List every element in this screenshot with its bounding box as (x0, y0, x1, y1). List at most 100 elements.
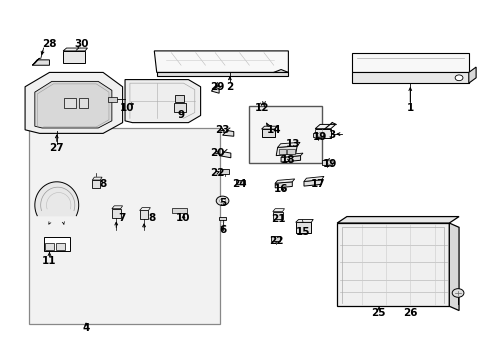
Polygon shape (25, 72, 122, 134)
Text: 11: 11 (42, 256, 57, 266)
Text: 23: 23 (215, 125, 229, 135)
Circle shape (451, 289, 463, 297)
Polygon shape (275, 179, 294, 183)
Text: 6: 6 (219, 225, 226, 235)
Bar (315, 129, 330, 138)
Bar (312, 133, 323, 137)
Bar (112, 209, 121, 218)
Bar (45, 243, 54, 250)
Text: 9: 9 (177, 111, 184, 121)
Polygon shape (261, 126, 277, 129)
Polygon shape (125, 80, 200, 123)
Bar (175, 95, 183, 102)
Bar (219, 217, 225, 220)
Text: 28: 28 (42, 39, 57, 49)
Polygon shape (448, 223, 458, 311)
Polygon shape (222, 131, 233, 136)
Bar (261, 129, 275, 137)
Bar (321, 160, 331, 165)
Text: 24: 24 (232, 179, 246, 189)
Polygon shape (295, 220, 313, 222)
Bar (220, 169, 228, 174)
Text: 19: 19 (322, 159, 336, 169)
Bar (295, 222, 311, 233)
Polygon shape (219, 152, 230, 158)
Text: 17: 17 (310, 179, 325, 189)
Circle shape (454, 75, 462, 81)
Text: 10: 10 (120, 103, 135, 113)
Polygon shape (336, 217, 458, 223)
Bar (271, 236, 280, 241)
Bar (249, 106, 321, 163)
Text: 21: 21 (271, 215, 285, 224)
Bar (92, 180, 100, 188)
Circle shape (216, 196, 228, 206)
Text: 10: 10 (176, 213, 190, 222)
Bar (173, 103, 185, 112)
Polygon shape (63, 48, 87, 51)
Text: 15: 15 (295, 227, 309, 237)
Polygon shape (351, 53, 468, 72)
Polygon shape (112, 206, 122, 209)
Polygon shape (154, 51, 288, 72)
Polygon shape (277, 142, 300, 147)
Bar (108, 97, 117, 102)
Polygon shape (276, 146, 297, 156)
Text: 30: 30 (74, 39, 88, 49)
Bar (56, 243, 64, 250)
Text: 5: 5 (219, 198, 226, 208)
Text: 19: 19 (312, 132, 326, 142)
Polygon shape (92, 177, 102, 180)
Polygon shape (304, 180, 321, 186)
Bar (140, 211, 148, 220)
Bar (29, 128, 220, 324)
Text: 8: 8 (148, 213, 155, 222)
Polygon shape (140, 208, 150, 211)
Text: 29: 29 (210, 82, 224, 92)
Bar (272, 212, 282, 219)
Polygon shape (315, 125, 335, 129)
Polygon shape (32, 60, 49, 65)
Text: 1: 1 (406, 103, 413, 113)
Polygon shape (281, 153, 303, 157)
Text: 25: 25 (370, 309, 385, 318)
Text: 27: 27 (49, 143, 64, 153)
Circle shape (327, 160, 332, 165)
Text: 2: 2 (226, 82, 233, 92)
Polygon shape (468, 67, 475, 83)
Text: 4: 4 (82, 323, 89, 333)
Polygon shape (211, 87, 219, 93)
Text: 26: 26 (402, 309, 417, 318)
Text: 20: 20 (210, 148, 224, 158)
Polygon shape (275, 182, 292, 188)
Polygon shape (272, 209, 284, 212)
Polygon shape (351, 72, 468, 83)
Polygon shape (157, 72, 288, 76)
Circle shape (219, 199, 225, 203)
Text: 14: 14 (266, 125, 281, 135)
Bar (172, 208, 186, 213)
Text: 7: 7 (118, 213, 125, 222)
Text: 22: 22 (210, 168, 224, 178)
Text: 13: 13 (285, 139, 300, 149)
Bar (287, 149, 294, 154)
Text: 8: 8 (99, 179, 106, 189)
Text: 3: 3 (328, 130, 335, 140)
Bar (278, 149, 285, 154)
Polygon shape (32, 58, 40, 65)
Bar (235, 180, 245, 184)
Polygon shape (336, 223, 448, 306)
Text: 12: 12 (254, 103, 268, 113)
Text: 18: 18 (281, 155, 295, 165)
Polygon shape (281, 156, 300, 162)
Bar (43, 237, 70, 251)
Bar (79, 98, 88, 108)
Polygon shape (35, 81, 112, 128)
Polygon shape (304, 176, 324, 181)
Circle shape (317, 133, 323, 137)
Bar (64, 98, 76, 108)
Text: 16: 16 (273, 184, 288, 194)
Bar (63, 51, 85, 63)
Text: 22: 22 (268, 236, 283, 246)
Polygon shape (35, 182, 79, 216)
